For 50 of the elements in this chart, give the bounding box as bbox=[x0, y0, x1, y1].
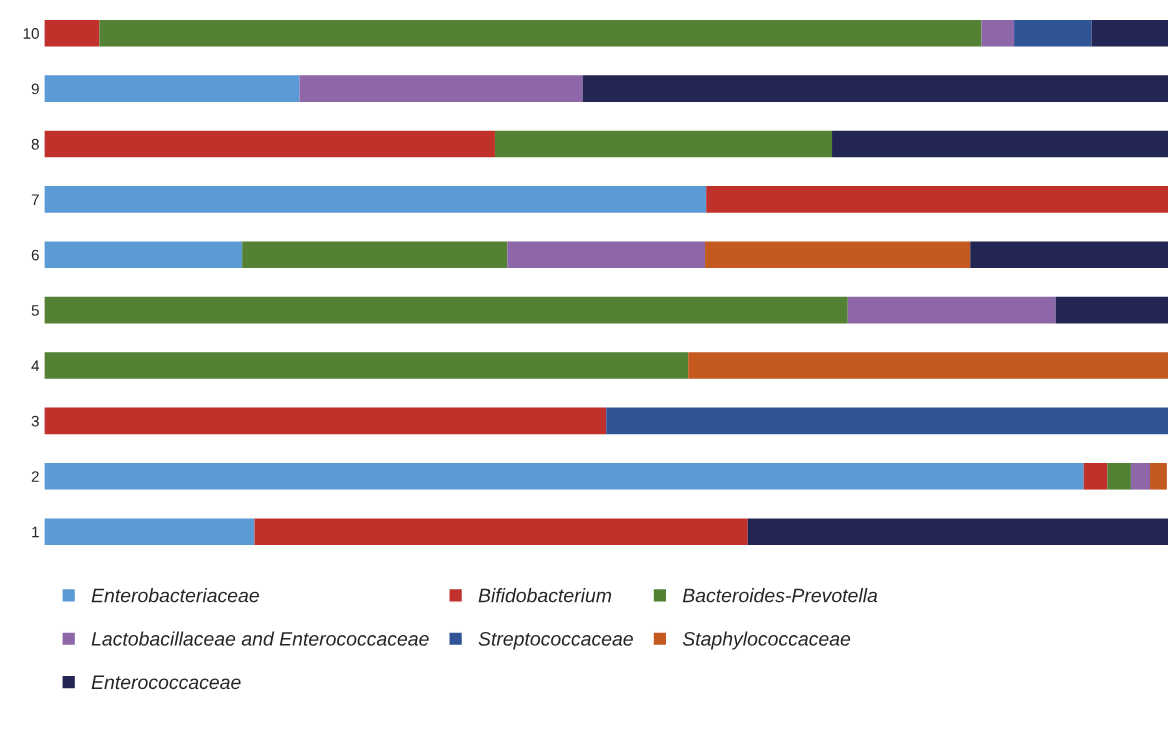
y-tick-label: 6 bbox=[31, 249, 39, 261]
y-tick-label: 8 bbox=[31, 138, 39, 150]
bar bbox=[981, 19, 1015, 47]
legend-label: Staphylococcaceae bbox=[682, 631, 851, 650]
bar bbox=[44, 407, 607, 435]
bar bbox=[299, 75, 583, 102]
bar bbox=[254, 518, 748, 545]
y-tick-label: 9 bbox=[31, 83, 39, 95]
bar bbox=[832, 130, 1168, 158]
bar bbox=[507, 241, 706, 269]
legend-label: Bacteroides-Prevotella bbox=[682, 588, 878, 603]
bar bbox=[44, 130, 495, 158]
bar bbox=[1150, 463, 1167, 490]
bar bbox=[99, 19, 982, 47]
bar bbox=[242, 241, 508, 269]
y-tick-label: 3 bbox=[31, 415, 39, 427]
bar bbox=[44, 241, 243, 269]
bar bbox=[44, 186, 707, 213]
legend-label: Bifidobacterium bbox=[478, 588, 612, 603]
bar bbox=[44, 75, 300, 102]
bar bbox=[606, 407, 1168, 435]
bar bbox=[1107, 463, 1131, 490]
bar bbox=[44, 352, 689, 379]
bar bbox=[747, 518, 1168, 545]
bar bbox=[44, 518, 255, 545]
y-tick-label: 10 bbox=[23, 28, 39, 39]
bar bbox=[706, 186, 1168, 213]
y-tick-label: 2 bbox=[31, 471, 39, 482]
bar bbox=[44, 463, 1084, 490]
bar bbox=[582, 75, 1168, 102]
legend-label: Streptococcaceae bbox=[478, 631, 633, 650]
bar bbox=[1130, 463, 1151, 490]
legend-label: Enterococcaceae bbox=[91, 675, 241, 690]
bar bbox=[1091, 19, 1168, 47]
bar bbox=[688, 352, 1168, 379]
bar bbox=[1055, 296, 1168, 324]
bar bbox=[494, 130, 833, 158]
bar bbox=[44, 19, 100, 47]
y-tick-label: 7 bbox=[31, 194, 39, 205]
bar bbox=[44, 296, 848, 324]
legend-label: Enterobacteriaceae bbox=[91, 588, 259, 603]
bar bbox=[1014, 19, 1092, 47]
bar bbox=[1083, 463, 1108, 490]
y-tick-label: 5 bbox=[31, 305, 39, 316]
legend-label: Lactobacillaceae and Enterococcaceae bbox=[91, 631, 429, 646]
y-tick-label: 4 bbox=[31, 360, 40, 372]
bar bbox=[705, 241, 971, 269]
bar bbox=[847, 296, 1056, 324]
y-tick-label: 1 bbox=[32, 526, 39, 538]
bar bbox=[970, 241, 1168, 269]
